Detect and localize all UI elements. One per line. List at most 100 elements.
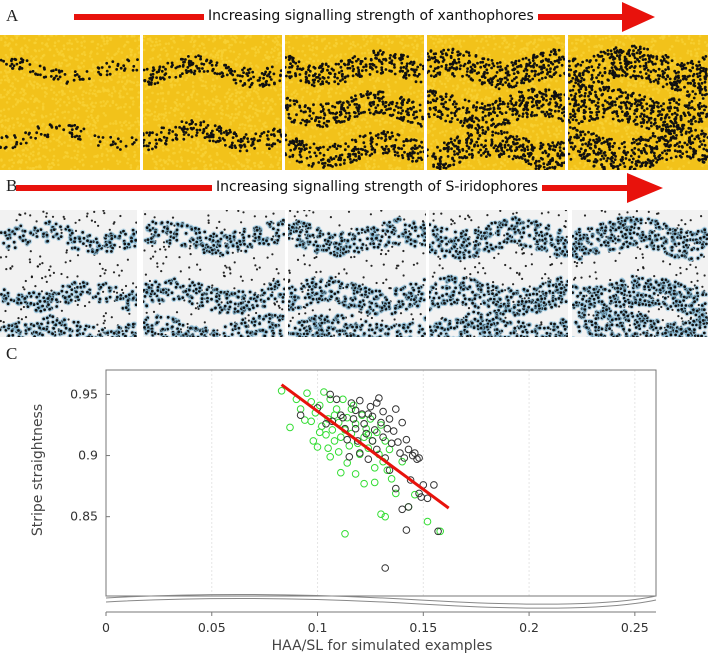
plot-frame [105,369,657,597]
point-s0-34 [358,411,366,420]
point-s1-36 [400,454,409,462]
point-s1-35 [398,418,407,427]
point-s1-26 [381,454,390,462]
point-s0-23 [339,395,347,404]
point-s1-17 [366,402,375,411]
point-s1-42 [413,455,421,464]
point-s0-30 [351,470,360,478]
point-s0-57 [307,417,316,426]
point-s0-25 [343,413,352,422]
panel-b-tile-2 [143,210,285,337]
point-s0-17 [328,426,337,434]
point-s1-40 [408,451,417,460]
point-s1-53 [328,417,337,426]
point-s0-13 [322,431,330,439]
point-s1-0 [296,411,305,420]
point-s1-45 [423,494,432,503]
panel-b-tile-3 [288,210,426,337]
point-s1-23 [377,418,385,427]
point-s0-32 [353,439,362,448]
point-s1-34 [396,449,404,457]
point-s0-47 [383,466,392,475]
point-s1-54 [364,410,373,418]
panel-a-tile-3 [285,35,424,170]
point-s1-48 [398,505,407,514]
point-s0-28 [347,429,356,438]
point-s1-37 [402,435,411,444]
point-s1-29 [385,466,394,475]
x-tick-label-2: 0.1 [308,620,328,635]
point-s0-45 [379,457,387,466]
point-s1-31 [389,427,398,435]
point-s0-0 [277,387,286,395]
point-s1-13 [358,410,366,418]
point-s0-46 [381,437,390,445]
y-tick-label-2: 0.95 [70,386,98,401]
y-tick-label-0: 0.85 [70,509,98,524]
x-tick-label-5: 0.25 [621,620,649,635]
panel-a-tile-4 [427,35,565,170]
point-s0-15 [326,395,335,404]
point-s0-58 [330,411,339,420]
point-s1-55 [392,484,400,493]
panel-a-title: Increasing signalling strength of xantho… [204,8,538,24]
point-s1-19 [368,437,377,445]
point-s1-15 [362,429,371,438]
point-s0-60 [315,428,324,437]
x-tick-label-3: 0.15 [409,620,437,635]
y-tick-label-1: 0.9 [78,448,98,463]
point-s0-43 [375,450,383,459]
point-s1-24 [379,433,387,442]
point-s0-21 [334,448,343,456]
point-s0-29 [349,401,358,410]
point-s0-61 [324,444,332,453]
point-s1-30 [387,439,396,448]
point-s1-4 [332,395,341,404]
point-s1-41 [411,449,419,457]
point-s1-58 [417,493,426,501]
point-s1-43 [415,454,423,462]
point-s1-33 [394,438,402,446]
point-s0-39 [366,415,375,423]
panel-a-tile-2 [143,35,282,170]
point-s0-8 [311,409,320,417]
chart-points [277,387,445,572]
point-s0-49 [387,475,396,483]
chart-ylabel: Stripe straightness [30,404,46,536]
point-s1-8 [347,399,356,407]
point-s1-27 [383,424,392,433]
point-s1-7 [343,435,352,444]
point-s0-38 [364,444,373,453]
point-s0-35 [360,433,368,442]
point-s1-3 [326,390,335,399]
point-s0-65 [423,517,432,526]
point-s1-25 [379,407,387,416]
panel-b-tile-1 [0,210,137,337]
panel-b-tile-4 [429,210,568,337]
panel-a-tile-1 [0,35,140,170]
point-s1-21 [373,445,381,454]
point-s0-55 [377,510,385,519]
point-s0-9 [313,443,322,451]
point-s1-39 [406,476,415,484]
point-s0-31 [351,420,360,428]
point-s0-63 [337,468,345,477]
axis-break [105,593,657,609]
point-s1-10 [351,424,360,433]
point-s1-6 [341,424,349,433]
point-s1-14 [360,420,368,428]
point-s0-40 [368,437,377,445]
point-s1-59 [339,413,347,422]
point-s1-9 [349,415,358,423]
point-s0-3 [296,405,305,413]
point-s1-20 [370,426,379,434]
point-s1-32 [392,405,400,413]
point-s0-36 [360,479,368,488]
point-s0-54 [341,530,349,538]
point-s0-7 [309,437,318,445]
chart-grid [105,370,636,596]
point-s1-52 [345,453,354,461]
point-s0-59 [347,405,356,413]
point-s0-66 [436,527,445,536]
point-s0-44 [377,421,385,429]
